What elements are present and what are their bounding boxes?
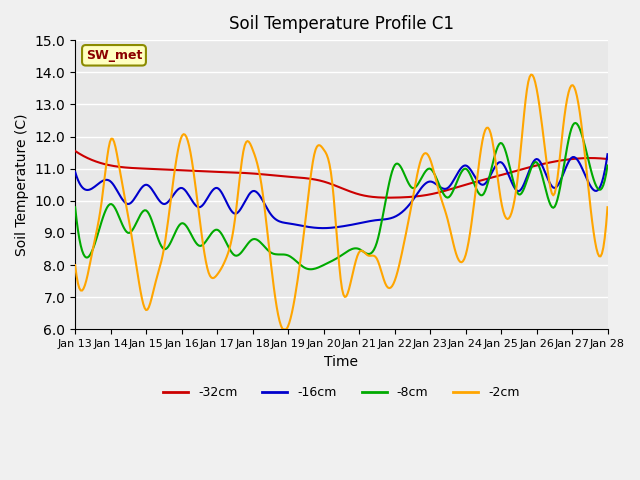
Title: Soil Temperature Profile C1: Soil Temperature Profile C1 (229, 15, 454, 33)
Y-axis label: Soil Temperature (C): Soil Temperature (C) (15, 113, 29, 256)
Legend: -32cm, -16cm, -8cm, -2cm: -32cm, -16cm, -8cm, -2cm (158, 381, 525, 404)
Text: SW_met: SW_met (86, 49, 142, 62)
X-axis label: Time: Time (324, 355, 358, 369)
